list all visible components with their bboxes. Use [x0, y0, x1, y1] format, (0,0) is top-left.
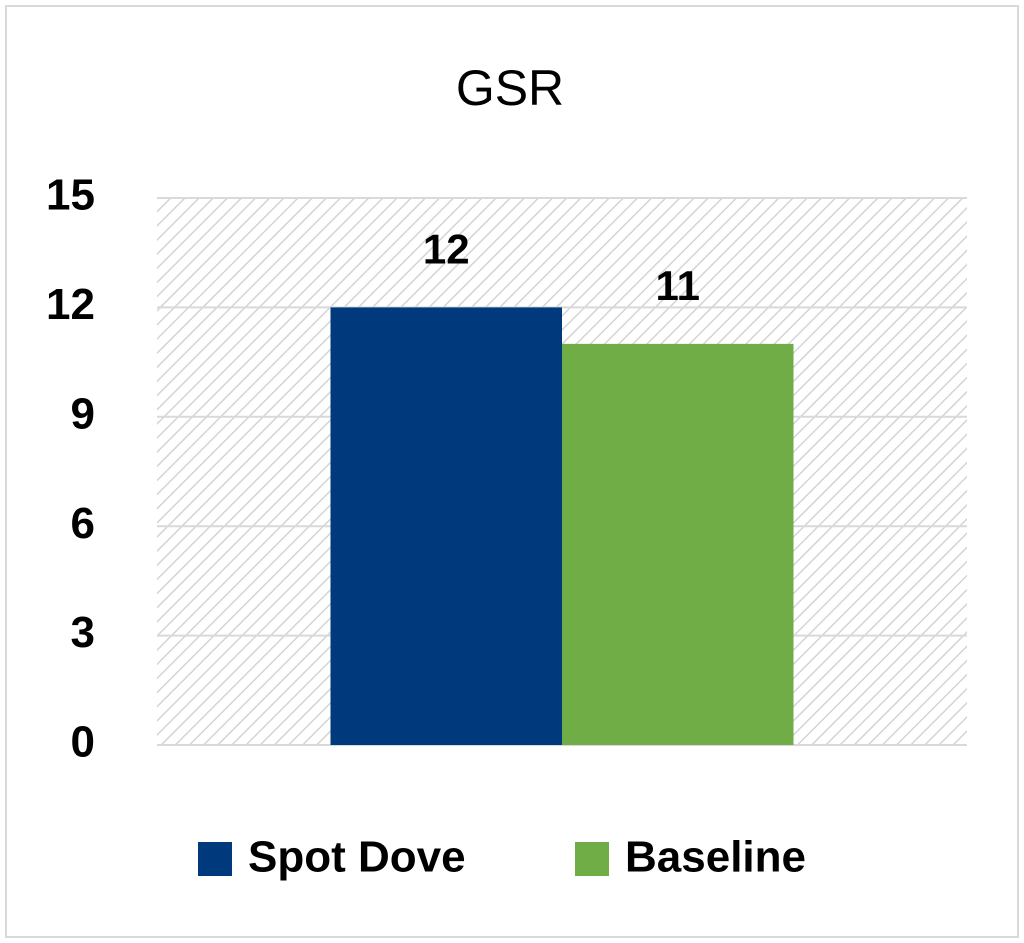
chart-title: GSR	[456, 60, 564, 116]
y-tick-label: 6	[71, 499, 95, 548]
legend-label: Baseline	[625, 833, 806, 882]
y-tick-label: 12	[46, 280, 95, 329]
y-tick-label: 15	[46, 171, 95, 220]
bar	[562, 343, 794, 745]
y-tick-label: 0	[71, 718, 95, 767]
legend-swatch	[575, 842, 609, 876]
value-label: 12	[423, 225, 470, 272]
legend-swatch	[198, 842, 232, 876]
bar	[330, 307, 562, 745]
value-label: 11	[656, 262, 700, 309]
y-tick-label: 3	[71, 608, 95, 657]
legend-label: Spot Dove	[248, 833, 466, 882]
y-tick-label: 9	[71, 389, 95, 438]
